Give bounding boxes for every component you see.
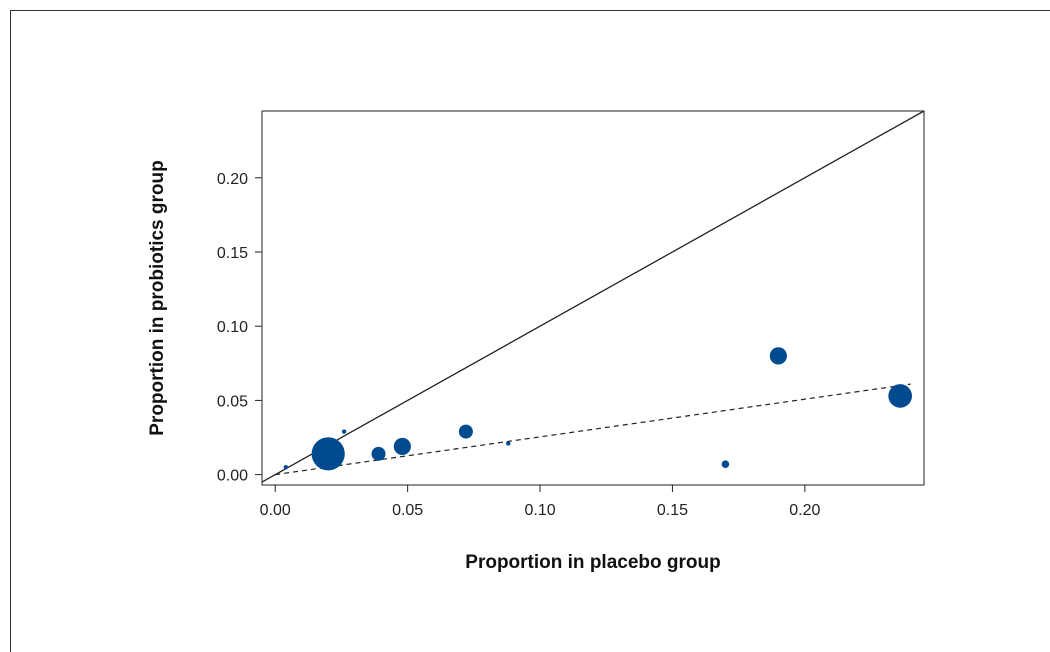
fitted-trend-line — [275, 383, 911, 476]
data-point — [769, 347, 787, 365]
y-axis-title: Proportion in probiotics group — [147, 160, 168, 435]
data-point — [341, 429, 347, 434]
y-tick-label: 0.05 — [217, 393, 248, 410]
y-tick-label: 0.00 — [217, 468, 248, 485]
data-point — [888, 384, 912, 408]
reference-lines — [261, 110, 925, 483]
data-point — [721, 460, 730, 469]
x-tick-label: 0.00 — [260, 502, 291, 519]
data-point — [371, 446, 386, 461]
figure-frame — [10, 10, 1050, 652]
data-point — [393, 437, 411, 456]
plot-area — [261, 110, 925, 486]
x-tick-label: 0.20 — [789, 502, 820, 519]
data-point — [506, 441, 511, 446]
y-tick-label: 0.10 — [217, 319, 248, 336]
x-axis-title: Proportion in placebo group — [465, 552, 720, 573]
identity-line — [261, 110, 925, 483]
x-tick-label: 0.15 — [657, 502, 688, 519]
y-tick-label: 0.20 — [217, 171, 248, 188]
y-axis: 0.00 0.05 0.10 0.15 0.20 — [217, 171, 262, 485]
data-points — [283, 347, 912, 471]
data-point — [311, 437, 345, 471]
x-axis: 0.00 0.05 0.10 0.15 0.20 — [260, 485, 821, 519]
x-tick-label: 0.05 — [392, 502, 423, 519]
x-tick-label: 0.10 — [524, 502, 555, 519]
data-point — [283, 464, 289, 470]
data-point — [458, 424, 473, 439]
y-tick-label: 0.15 — [217, 245, 248, 262]
